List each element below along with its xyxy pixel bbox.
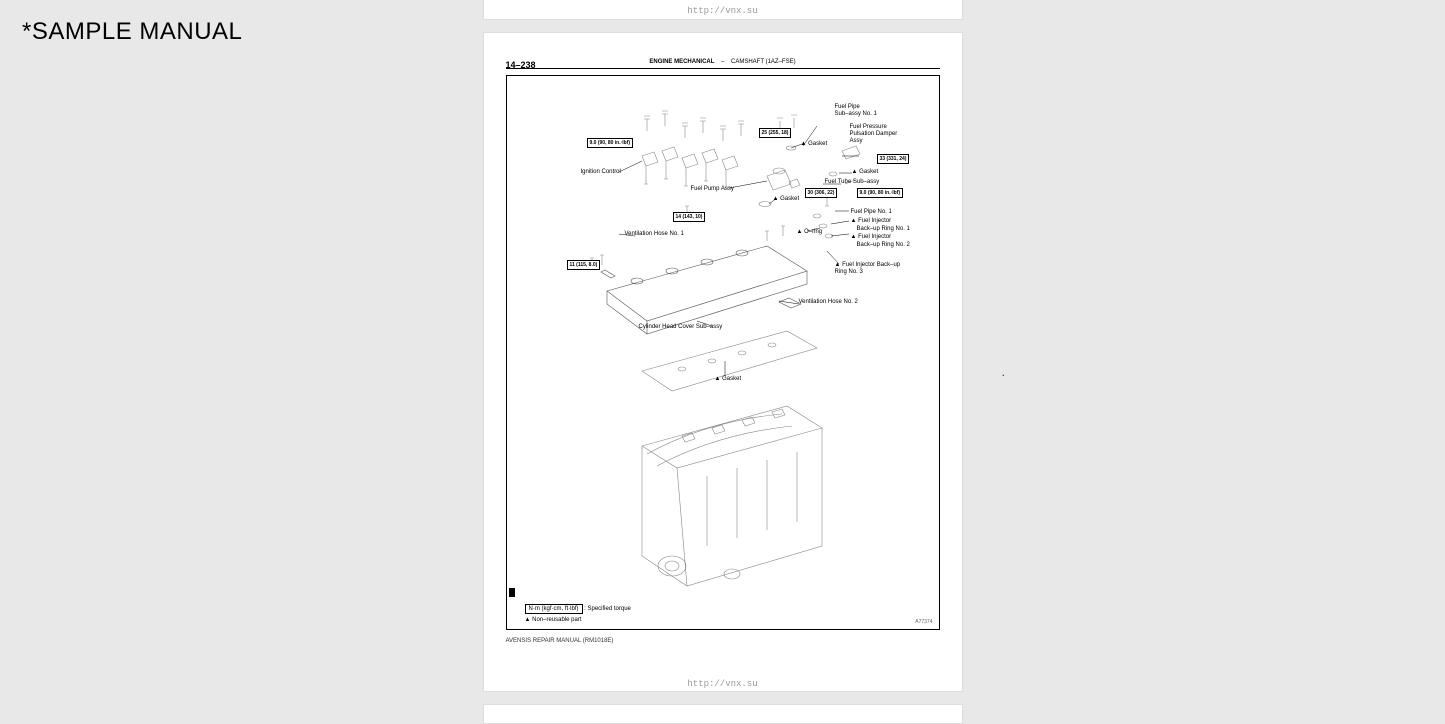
label-fuel-pressure-damper: Fuel PressurePulsation DamperAssy: [850, 124, 898, 146]
label-oring: ▲ O–ring: [797, 229, 823, 235]
subsection-title: CAMSHAFT (1AZ–FSE): [731, 59, 796, 65]
decorative-dot: .: [1002, 365, 1005, 379]
torque-7: 11 (115, 8.0): [567, 260, 601, 270]
diagram-ref: A77374: [915, 619, 932, 625]
label-backup-ring-2: Back–up Ring No. 2: [857, 242, 910, 248]
diagram-svg: [507, 76, 941, 631]
label-cyl-head-cover: Cylinder Head Cover Sub–assy: [639, 324, 723, 330]
label-fuel-injector-2: ▲ Fuel Injector: [851, 234, 892, 240]
section-title: ENGINE MECHANICAL: [649, 59, 714, 65]
torque-1: 9.0 (90, 80 in.·lbf): [587, 138, 634, 148]
page-header: 14–238 ENGINE MECHANICAL – CAMSHAFT (1AZ…: [506, 55, 940, 69]
previous-page-sliver: AVENSIS REPAIR MANUAL (RM1018E) http://v…: [483, 0, 963, 20]
section-sep: –: [716, 59, 729, 65]
legend-torque-box: N·m (kgf·cm, ft·lbf): [525, 604, 583, 614]
label-fuel-tube-sub: Fuel Tube Sub–assy: [825, 179, 880, 185]
torque-5: 9.0 (90, 80 in.·lbf): [857, 188, 904, 198]
header-section: ENGINE MECHANICAL – CAMSHAFT (1AZ–FSE): [649, 59, 795, 65]
label-fuel-injector: ▲ Fuel Injector: [851, 218, 892, 224]
page-stack: AVENSIS REPAIR MANUAL (RM1018E) http://v…: [483, 0, 963, 724]
label-backup-ring-1: Back–up Ring No. 1: [857, 226, 910, 232]
label-fuel-pipe-sub: Fuel PipeSub–assy No. 1: [835, 104, 877, 118]
label-vent-hose-1: Ventilation Hose No. 1: [625, 231, 684, 237]
watermark-main: http://vnx.su: [687, 679, 757, 689]
label-gasket-3: ▲ Gasket: [773, 196, 800, 202]
next-page-sliver: [483, 704, 963, 724]
label-gasket-1: ▲ Gasket: [801, 141, 828, 147]
torque-2: 25 (255, 18): [759, 128, 792, 138]
label-fuel-pipe-1: Fuel Pipe No. 1: [851, 209, 892, 215]
torque-6: 14 (143, 10): [673, 212, 706, 222]
torque-4: 30 (306, 22): [805, 188, 838, 198]
legend-non-reusable: ▲ Non–reusable part: [525, 617, 631, 623]
label-fuel-inj-backup-3: ▲ Fuel Injector Back–upRing No. 3: [835, 262, 901, 276]
watermark-prev: http://vnx.su: [687, 6, 757, 16]
page-number: 14–238: [506, 60, 536, 70]
legend-torque-label: : Specified torque: [584, 606, 631, 612]
sample-manual-label: *SAMPLE MANUAL: [22, 18, 242, 46]
manual-page: 14–238 ENGINE MECHANICAL – CAMSHAFT (1AZ…: [483, 32, 963, 692]
torque-3: 33 (331, 24): [877, 154, 910, 164]
label-gasket-2: ▲ Gasket: [852, 169, 879, 175]
label-vent-hose-2: Ventilation Hose No. 2: [799, 299, 858, 305]
label-ignition-control: Ignition Control: [581, 169, 621, 175]
side-tab-icon: [509, 588, 515, 597]
exploded-diagram: Fuel PipeSub–assy No. 1 Fuel PressurePul…: [506, 75, 940, 630]
legend: N·m (kgf·cm, ft·lbf) : Specified torque …: [515, 604, 631, 623]
label-fuel-pump: Fuel Pump Assy: [691, 186, 734, 192]
label-gasket-4: ▲ Gasket: [715, 376, 742, 382]
page-footer: AVENSIS REPAIR MANUAL (RM1018E): [506, 638, 940, 644]
